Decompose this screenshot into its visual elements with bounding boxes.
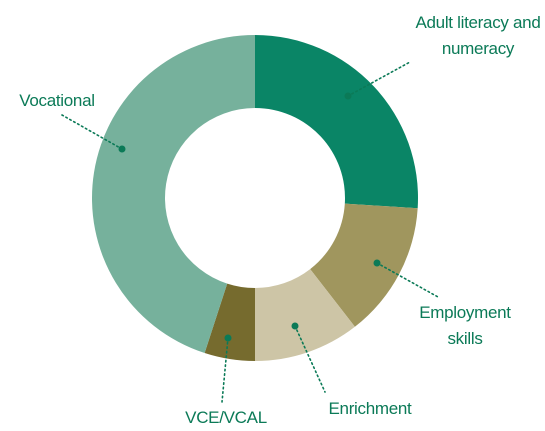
leader-line [221, 337, 229, 403]
donut-segment [255, 269, 355, 361]
segment-label: Employment skills [419, 303, 511, 348]
segment-label: Adult literacy and numeracy [415, 13, 541, 58]
donut-segment [310, 203, 418, 327]
leader-line [347, 61, 411, 97]
donut-segment [204, 283, 255, 361]
leader-dot [344, 92, 352, 100]
donut-segment [92, 35, 256, 354]
segment-label: Enrichment [328, 399, 412, 418]
leader-dot [118, 145, 126, 153]
leader-line [376, 262, 439, 298]
donut-segment [255, 35, 418, 209]
leader-dot [224, 334, 232, 342]
leader-line [294, 325, 326, 393]
leader-dot [291, 322, 299, 330]
leader-dot [373, 259, 381, 267]
segment-label: Vocational [19, 91, 95, 110]
segment-label: VCE/VCAL [185, 408, 267, 427]
